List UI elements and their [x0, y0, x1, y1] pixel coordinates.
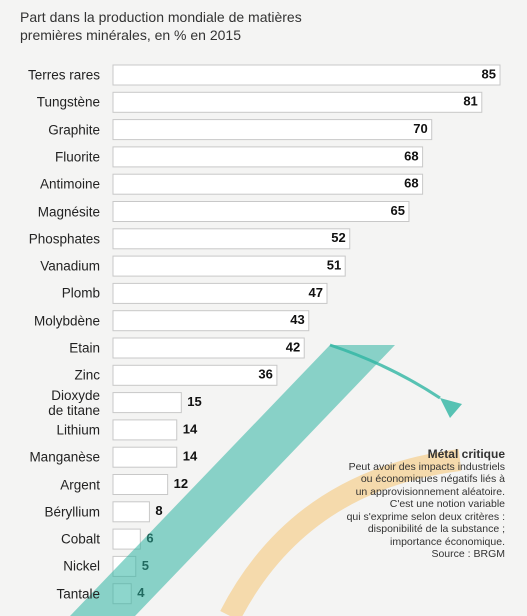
value-label: 85 [482, 66, 496, 81]
category-label: Molybdène [8, 313, 100, 328]
bar [113, 393, 181, 413]
value-label: 6 [146, 531, 153, 546]
bar [113, 584, 131, 604]
category-label: Fluorite [8, 149, 100, 164]
value-label: 47 [309, 285, 323, 300]
value-label: 12 [174, 476, 188, 491]
annotation-line: C'est une notion variable [255, 498, 505, 511]
bar [113, 65, 500, 85]
chart: 858170686865525147434236151414128654 Par… [0, 0, 527, 616]
annotation: Métal critique Peut avoir des impacts in… [255, 448, 505, 561]
category-label: Béryllium [8, 504, 100, 519]
bar [113, 475, 168, 495]
category-label: Plomb [8, 286, 100, 301]
category-label: Etain [8, 341, 100, 356]
category-label: Argent [8, 477, 100, 492]
annotation-line: un approvisionnement aléatoire. [255, 486, 505, 499]
value-label: 42 [286, 339, 300, 354]
bar [113, 502, 149, 522]
bar [113, 120, 432, 140]
bar [113, 174, 423, 194]
category-label: Tungstène [8, 95, 100, 110]
value-label: 51 [327, 258, 341, 273]
bar [113, 447, 177, 467]
value-label: 65 [390, 203, 404, 218]
value-label: 8 [155, 503, 162, 518]
bar [113, 338, 304, 358]
bar [113, 202, 409, 222]
category-label: Graphite [8, 122, 100, 137]
value-label: 15 [187, 394, 201, 409]
value-label: 68 [404, 176, 418, 191]
bar [113, 311, 309, 331]
category-label: Manganèse [8, 450, 100, 465]
value-label: 5 [142, 558, 149, 573]
value-label: 68 [404, 148, 418, 163]
category-label: Antimoine [8, 177, 100, 192]
annotation-title: Métal critique [255, 448, 505, 461]
annotation-line: qui s'exprime selon deux critères : [255, 511, 505, 524]
value-label: 36 [258, 367, 272, 382]
bar [113, 283, 327, 303]
category-label: Phosphates [8, 231, 100, 246]
annotation-line: ou économiques négatifs liés à [255, 473, 505, 486]
category-label: Tantale [8, 586, 100, 601]
value-label: 14 [183, 449, 198, 464]
category-label: Cobalt [8, 532, 100, 547]
bar [113, 256, 345, 276]
value-label: 4 [137, 585, 145, 600]
category-label: Nickel [8, 559, 100, 574]
value-label: 14 [183, 421, 198, 436]
value-label: 81 [463, 94, 477, 109]
category-label: Dioxyde de titane [8, 388, 100, 418]
bar [113, 147, 423, 167]
bar [113, 365, 277, 385]
bar [113, 420, 177, 440]
bar [113, 529, 140, 549]
category-label: Magnésite [8, 204, 100, 219]
value-label: 70 [413, 121, 427, 136]
category-label: Terres rares [8, 68, 100, 83]
category-label: Zinc [8, 368, 100, 383]
bar [113, 92, 482, 112]
annotation-line: Peut avoir des impacts industriels [255, 461, 505, 474]
annotation-source: Source : BRGM [255, 548, 505, 561]
category-label: Vanadium [8, 259, 100, 274]
annotation-line: disponibilité de la substance ; [255, 523, 505, 536]
bar [113, 229, 350, 249]
annotation-line: importance économique. [255, 536, 505, 549]
bar [113, 556, 136, 576]
chart-title: Part dans la production mondiale de mati… [20, 8, 350, 44]
category-label: Lithium [8, 422, 100, 437]
value-label: 43 [290, 312, 304, 327]
value-label: 52 [331, 230, 345, 245]
